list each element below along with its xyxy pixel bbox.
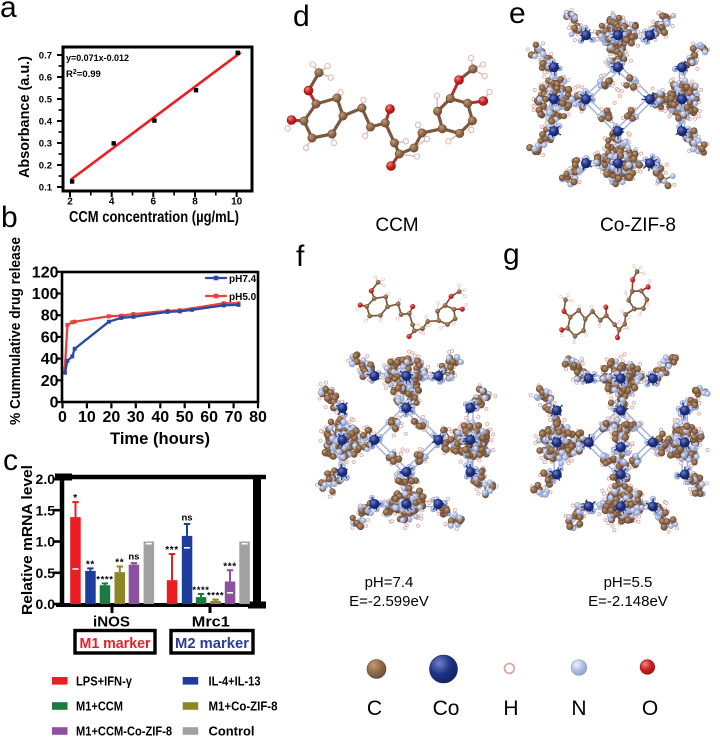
svg-text:LPS+IFN-γ: LPS+IFN-γ [76,674,133,689]
svg-text:0.0: 0.0 [36,596,56,612]
svg-text:0.7: 0.7 [39,51,52,62]
svg-text:6: 6 [151,197,157,208]
svg-text:M2 marker: M2 marker [175,635,249,652]
svg-text:2: 2 [67,197,73,208]
svg-text:ns: ns [128,552,139,563]
svg-text:***: *** [165,545,178,556]
svg-text:N: N [571,697,586,720]
svg-text:0.3: 0.3 [39,139,52,150]
svg-text:Mrc1: Mrc1 [192,615,230,631]
svg-text:*: * [73,492,78,504]
svg-text:40: 40 [151,409,169,426]
svg-text:M1+CCM-Co-ZIF-8: M1+CCM-Co-ZIF-8 [76,724,172,738]
svg-text:40: 40 [41,351,59,368]
svg-text:***: *** [223,561,236,572]
svg-text:4: 4 [109,197,115,208]
svg-text:H: H [503,697,518,720]
svg-text:M1+CCM: M1+CCM [76,699,123,714]
svg-text:Relative mRNA level: Relative mRNA level [19,465,36,615]
svg-text:y=0.071x-0.012: y=0.071x-0.012 [66,53,129,64]
svg-text:****: **** [192,585,209,596]
svg-text:20: 20 [41,373,59,390]
svg-text:Co: Co [433,697,460,720]
svg-text:****: **** [96,574,113,585]
svg-text:50: 50 [176,409,194,426]
svg-text:**: ** [115,558,124,569]
svg-text:pH5.0: pH5.0 [229,292,257,303]
svg-text:60: 60 [41,329,59,346]
svg-text:Absorbance (a.u.): Absorbance (a.u.) [17,56,33,178]
svg-text:2.0: 2.0 [36,471,56,487]
svg-text:Time (hours): Time (hours) [110,430,210,448]
svg-text:R2=0.99: R2=0.99 [66,69,101,81]
svg-text:1.0: 1.0 [36,534,56,550]
svg-text:60: 60 [200,409,218,426]
svg-text:CCM concentration (µg/mL): CCM concentration (µg/mL) [69,209,239,226]
svg-text:10: 10 [78,409,96,426]
svg-text:1.5: 1.5 [36,502,56,518]
svg-text:M1+Co-ZIF-8: M1+Co-ZIF-8 [209,699,278,714]
svg-text:20: 20 [102,409,120,426]
svg-text:0.5: 0.5 [36,565,56,581]
svg-text:30: 30 [127,409,145,426]
svg-text:**: ** [86,559,95,570]
svg-text:pH7.4: pH7.4 [229,274,257,285]
svg-text:0: 0 [58,409,67,426]
svg-text:80: 80 [249,409,267,426]
svg-text:M1 marker: M1 marker [80,635,151,652]
svg-text:70: 70 [225,409,243,426]
svg-text:80: 80 [41,308,59,325]
svg-text:0.6: 0.6 [39,73,52,84]
svg-text:Control: Control [209,724,255,738]
svg-text:% Cummulative drug release: % Cummulative drug release [7,237,24,425]
svg-text:C: C [367,697,382,720]
svg-text:120: 120 [32,264,59,281]
svg-text:O: O [642,697,658,720]
svg-text:0.1: 0.1 [39,183,53,194]
svg-text:100: 100 [32,286,59,303]
svg-text:8: 8 [192,197,198,208]
svg-text:ns: ns [181,513,192,524]
svg-text:0.4: 0.4 [39,117,53,128]
svg-text:0: 0 [50,395,59,412]
svg-text:10: 10 [231,197,243,208]
svg-text:****: **** [207,591,224,602]
svg-text:0.5: 0.5 [39,95,53,106]
svg-text:iNOS: iNOS [93,615,130,631]
svg-text:0.2: 0.2 [39,161,52,172]
svg-text:IL-4+IL-13: IL-4+IL-13 [209,674,261,689]
